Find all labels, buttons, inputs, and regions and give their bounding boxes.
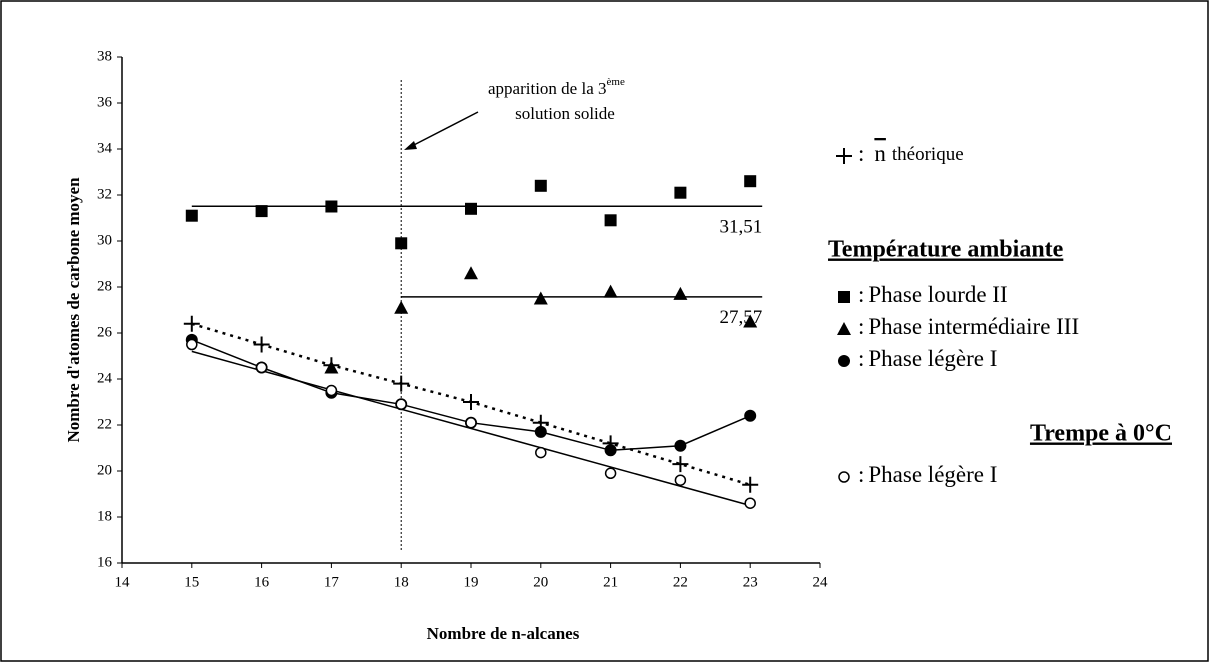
legend-title: Température ambiante bbox=[828, 237, 1064, 263]
marker-square bbox=[604, 214, 617, 227]
x-tick-label: 18 bbox=[394, 574, 409, 590]
x-tick-label: 19 bbox=[464, 574, 479, 590]
legend-name: Phase légère I bbox=[868, 462, 997, 487]
legend-sep: : bbox=[858, 314, 864, 339]
marker-square bbox=[534, 179, 547, 192]
marker-triangle bbox=[464, 266, 478, 280]
marker-plus bbox=[672, 456, 689, 473]
reference-label: 31,51 bbox=[719, 217, 762, 238]
annotation-sup: ème bbox=[607, 76, 625, 88]
y-axis-label: Nombre d'atomes de carbone moyen bbox=[64, 177, 83, 443]
marker-open-circle bbox=[744, 497, 756, 509]
marker-open-circle bbox=[395, 398, 407, 411]
marker-open-circle bbox=[535, 446, 547, 459]
annotation-text: apparition de la 3 bbox=[488, 79, 607, 98]
x-tick-label: 20 bbox=[533, 574, 548, 590]
y-tick-label: 20 bbox=[97, 462, 112, 478]
x-tick-label: 14 bbox=[115, 574, 131, 590]
arrow-head bbox=[404, 141, 417, 150]
marker-square bbox=[744, 175, 757, 188]
y-tick-label: 30 bbox=[97, 232, 112, 248]
legend-label: : Phase légère I bbox=[858, 462, 997, 487]
marker-open-circle bbox=[325, 384, 338, 397]
marker-square bbox=[838, 291, 850, 303]
legend-sep: : bbox=[858, 282, 864, 307]
y-tick-label: 34 bbox=[97, 140, 113, 156]
x-tick-label: 16 bbox=[254, 574, 270, 590]
marker-open-circle bbox=[604, 467, 617, 480]
legend-name: Phase lourde II bbox=[868, 282, 1007, 307]
marker-open-circle bbox=[255, 361, 268, 374]
marker-plus bbox=[602, 435, 619, 452]
legend-entry: : Phase légère I bbox=[838, 462, 997, 487]
marker-triangle bbox=[394, 300, 409, 314]
x-tick-label: 24 bbox=[813, 574, 829, 590]
y-tick-label: 28 bbox=[97, 278, 112, 294]
y-tick-label: 36 bbox=[97, 94, 113, 110]
marker-open-circle bbox=[465, 416, 477, 429]
legend-title: Trempe à 0°C bbox=[1030, 421, 1172, 447]
marker-plus bbox=[836, 148, 852, 164]
marker-triangle bbox=[603, 284, 618, 298]
legend-sep: : bbox=[858, 462, 864, 487]
marker-triangle bbox=[743, 314, 758, 328]
y-tick-label: 22 bbox=[97, 416, 112, 432]
marker-square bbox=[325, 200, 338, 213]
legend-entry: : n théorique bbox=[836, 141, 964, 166]
y-tick-label: 18 bbox=[97, 508, 112, 524]
y-tick-label: 16 bbox=[97, 554, 113, 570]
marker-square bbox=[395, 237, 408, 250]
legend-label: : Phase intermédiaire III bbox=[858, 314, 1079, 339]
marker-circle bbox=[744, 409, 757, 422]
marker-plus bbox=[393, 375, 410, 392]
marker-plus bbox=[183, 315, 200, 332]
marker-triangle bbox=[837, 322, 851, 335]
marker-square bbox=[674, 186, 687, 199]
marker-open-circle bbox=[186, 338, 198, 351]
marker-circle bbox=[838, 355, 850, 367]
legend-symbol: n bbox=[874, 141, 886, 166]
x-tick-label: 22 bbox=[673, 574, 688, 590]
x-tick-label: 15 bbox=[184, 574, 199, 590]
legend-label: : n théorique bbox=[858, 141, 964, 166]
legend-entry: : Phase intermédiaire III bbox=[837, 314, 1079, 339]
marker-plus bbox=[323, 357, 340, 374]
arrow bbox=[409, 111, 479, 148]
marker-triangle bbox=[673, 286, 688, 300]
marker-square bbox=[185, 209, 198, 222]
annotation-line2: solution solide bbox=[515, 104, 615, 123]
legend-label: : Phase légère I bbox=[858, 346, 997, 371]
x-tick-label: 21 bbox=[603, 574, 618, 590]
marker-plus bbox=[463, 394, 479, 410]
marker-plus bbox=[253, 336, 270, 353]
y-tick-label: 24 bbox=[97, 370, 113, 386]
y-tick-label: 32 bbox=[97, 186, 112, 202]
marker-circle bbox=[674, 439, 687, 452]
legend-name: Phase légère I bbox=[868, 346, 997, 371]
marker-open-circle bbox=[674, 474, 687, 486]
marker-open-circle bbox=[838, 471, 850, 483]
annotation: apparition de la 3ème bbox=[488, 76, 625, 98]
legend-entry: : Phase légère I bbox=[838, 346, 997, 371]
legend-label: : Phase lourde II bbox=[858, 282, 1008, 307]
legend-name: Phase intermédiaire III bbox=[868, 314, 1079, 339]
marker-plus bbox=[532, 414, 549, 431]
marker-triangle bbox=[533, 291, 548, 305]
legend-sep: : bbox=[858, 141, 864, 166]
marker-circle bbox=[534, 425, 547, 438]
legend-entry: : Phase lourde II bbox=[838, 282, 1008, 307]
y-tick-label: 26 bbox=[97, 324, 113, 340]
y-tick-label: 38 bbox=[97, 48, 112, 64]
legend-name: théorique bbox=[892, 144, 964, 165]
x-tick-label: 17 bbox=[324, 574, 340, 590]
x-tick-label: 23 bbox=[743, 574, 758, 590]
legend-sep: : bbox=[858, 346, 864, 371]
marker-square bbox=[465, 202, 477, 215]
marker-plus bbox=[742, 476, 759, 493]
marker-square bbox=[255, 205, 268, 218]
x-axis-label: Nombre de n-alcanes bbox=[427, 624, 580, 643]
